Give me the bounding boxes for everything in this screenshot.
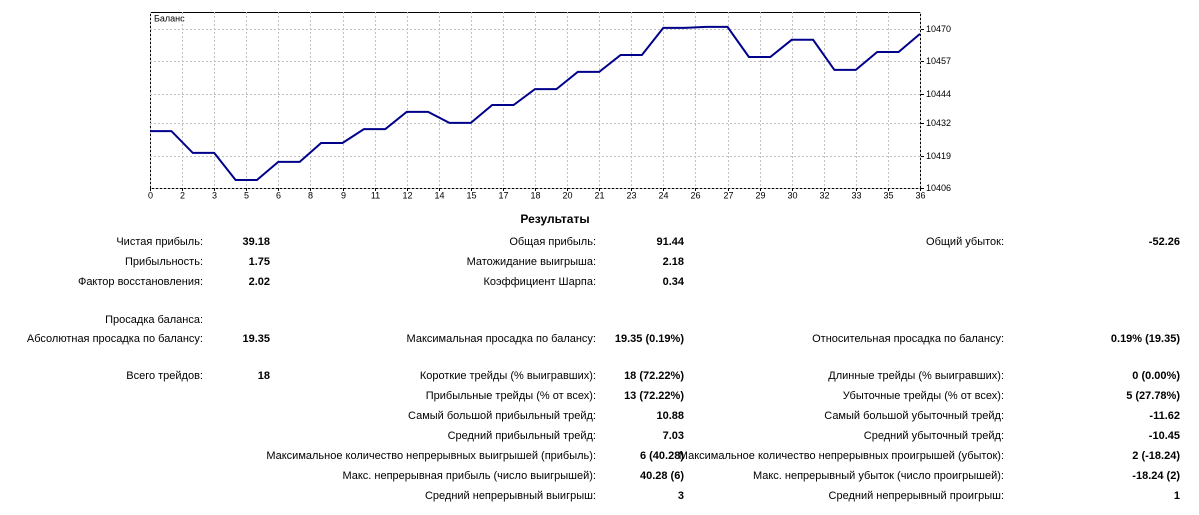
- x-tick-label: 3: [212, 190, 217, 200]
- chart-title: Баланс: [154, 13, 185, 23]
- stat-label: Прибыльность:: [125, 256, 203, 268]
- stat-value: -11.62: [1149, 410, 1180, 422]
- x-tick-label: 11: [371, 190, 380, 200]
- stat-label: Самый большой прибыльный трейд:: [408, 410, 596, 422]
- y-tick-label: 10432: [926, 118, 951, 128]
- x-tick-label: 14: [434, 190, 444, 200]
- x-tick-label: 12: [402, 190, 412, 200]
- stat-label: Короткие трейды (% выигравших):: [420, 370, 596, 382]
- x-tick-label: 27: [723, 190, 733, 200]
- stat-label: Общая прибыль:: [509, 236, 596, 248]
- y-tick-label: 10444: [926, 89, 951, 99]
- x-tick-label: 33: [851, 190, 861, 200]
- x-tick-label: 30: [787, 190, 797, 200]
- stat-label: Длинные трейды (% выигравших):: [828, 370, 1004, 382]
- x-tick-label: 9: [341, 190, 346, 200]
- stat-value: -52.26: [1149, 236, 1180, 248]
- stat-value: 18: [258, 370, 270, 382]
- y-tick-label: 10470: [926, 24, 951, 34]
- x-tick-label: 5: [244, 190, 249, 200]
- x-tick-label: 0: [148, 190, 153, 200]
- stat-label: Средний непрерывный выигрыш:: [425, 490, 596, 502]
- stat-value: 0.19% (19.35): [1111, 333, 1180, 345]
- stat-label: Общий убыток:: [926, 236, 1004, 248]
- balance-line: [150, 25, 921, 181]
- stat-value: -10.45: [1149, 430, 1180, 442]
- stat-label: Макс. непрерывный убыток (число проигрыш…: [753, 470, 1004, 482]
- stat-value: 2.02: [249, 276, 270, 288]
- stat-value: -18.24 (2): [1132, 470, 1180, 482]
- x-tick-label: 15: [466, 190, 476, 200]
- stat-label: Макс. непрерывная прибыль (число выигрыш…: [342, 470, 596, 482]
- stat-label: Фактор восстановления:: [78, 276, 203, 288]
- y-tick-label: 10457: [926, 56, 951, 66]
- stat-label: Просадка баланса:: [105, 314, 203, 326]
- stat-label: Относительная просадка по балансу:: [812, 333, 1004, 345]
- stat-value: 10.88: [656, 410, 684, 422]
- stat-label: Убыточные трейды (% от всех):: [843, 390, 1004, 402]
- x-tick-label: 29: [755, 190, 765, 200]
- stat-label: Прибыльные трейды (% от всех):: [426, 390, 596, 402]
- x-tick-label: 35: [883, 190, 893, 200]
- stat-label: Коэффициент Шарпа:: [483, 276, 596, 288]
- stat-label: Средний непрерывный проигрыш:: [829, 490, 1004, 502]
- stat-label: Всего трейдов:: [126, 370, 203, 382]
- stat-value: 0.34: [663, 276, 685, 288]
- x-tick-label: 8: [308, 190, 313, 200]
- x-tick-label: 2: [180, 190, 185, 200]
- stat-value: 2 (-18.24): [1132, 450, 1180, 462]
- stat-value: 1.75: [249, 256, 270, 268]
- x-tick-label: 20: [562, 190, 572, 200]
- stat-value: 40.28 (6): [640, 470, 684, 482]
- stat-label: Чистая прибыль:: [116, 236, 203, 248]
- stat-label: Максимальное количество непрерывных выиг…: [266, 450, 596, 462]
- stat-label: Максимальное количество непрерывных прои…: [679, 450, 1004, 462]
- stat-value: 19.35 (0.19%): [615, 333, 684, 345]
- stat-value: 7.03: [663, 430, 684, 442]
- stat-value: 0 (0.00%): [1132, 370, 1180, 382]
- stat-label: Максимальная просадка по балансу:: [407, 333, 596, 345]
- stat-value: 3: [678, 490, 684, 502]
- stat-value: 91.44: [656, 236, 684, 248]
- x-tick-label: 18: [530, 190, 540, 200]
- x-tick-label: 17: [498, 190, 508, 200]
- x-tick-label: 24: [658, 190, 668, 200]
- stat-label: Средний прибыльный трейд:: [448, 430, 596, 442]
- x-tick-label: 6: [276, 190, 281, 200]
- stat-label: Самый большой убыточный трейд:: [824, 410, 1004, 422]
- stat-value: 5 (27.78%): [1126, 390, 1180, 402]
- stat-label: Средний убыточный трейд:: [864, 430, 1004, 442]
- y-tick-label: 10419: [926, 151, 951, 161]
- stat-value: 18 (72.22%): [624, 370, 684, 382]
- results-title: Результаты: [520, 212, 589, 226]
- stat-value: 13 (72.22%): [624, 390, 684, 402]
- stat-value: 6 (40.28): [640, 450, 684, 462]
- stat-value: 39.18: [242, 236, 270, 248]
- stat-value: 2.18: [663, 256, 684, 268]
- x-tick-label: 26: [690, 190, 700, 200]
- x-tick-label: 32: [819, 190, 829, 200]
- stat-label: Абсолютная просадка по балансу:: [27, 333, 203, 345]
- x-tick-label: 23: [626, 190, 636, 200]
- stat-value: 1: [1174, 490, 1180, 502]
- y-tick-label: 10406: [926, 183, 951, 193]
- stat-value: 19.35: [242, 333, 270, 345]
- stat-label: Матожидание выигрыша:: [467, 256, 596, 268]
- x-tick-label: 36: [915, 190, 925, 200]
- x-tick-label: 21: [594, 190, 604, 200]
